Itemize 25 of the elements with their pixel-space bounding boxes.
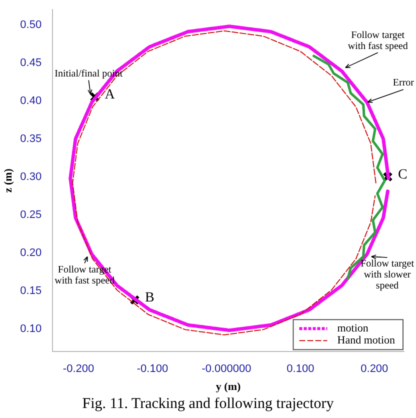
x-tick-label: 0.100 — [286, 363, 314, 376]
y-tick-label: 0.10 — [20, 322, 42, 335]
x-tick-label: -0.100 — [136, 363, 168, 376]
y-tick-label: 0.35 — [20, 132, 42, 145]
annotation: A — [104, 88, 116, 103]
x-tick-label: -0.000000 — [202, 363, 252, 376]
x-tick-label: 0.200 — [360, 363, 388, 376]
annotation: C — [398, 167, 408, 182]
caption: Fig. 11. Tracking and following trajectory — [81, 396, 335, 413]
annotation: Follow target with fast speed — [348, 30, 408, 52]
y-tick-label: 0.45 — [20, 56, 42, 69]
annotation: Error — [392, 78, 415, 89]
x-tick-label: -0.200 — [62, 363, 94, 376]
y-axis-title: z (m) — [2, 168, 14, 193]
legend-label: Hand motion — [337, 334, 396, 346]
y-tick-label: 0.25 — [20, 208, 42, 221]
y-tick-label: 0.40 — [20, 94, 42, 107]
y-tick-label: 0.30 — [20, 170, 42, 183]
y-tick-label: 0.50 — [20, 18, 42, 31]
y-tick-label: 0.15 — [20, 284, 42, 297]
x-axis-title: y (m) — [216, 381, 242, 394]
annotation: B — [145, 290, 154, 306]
y-tick-label: 0.20 — [20, 246, 42, 259]
legend-label: motion — [337, 322, 369, 334]
annotation: Follow target with slower speed — [360, 258, 414, 292]
